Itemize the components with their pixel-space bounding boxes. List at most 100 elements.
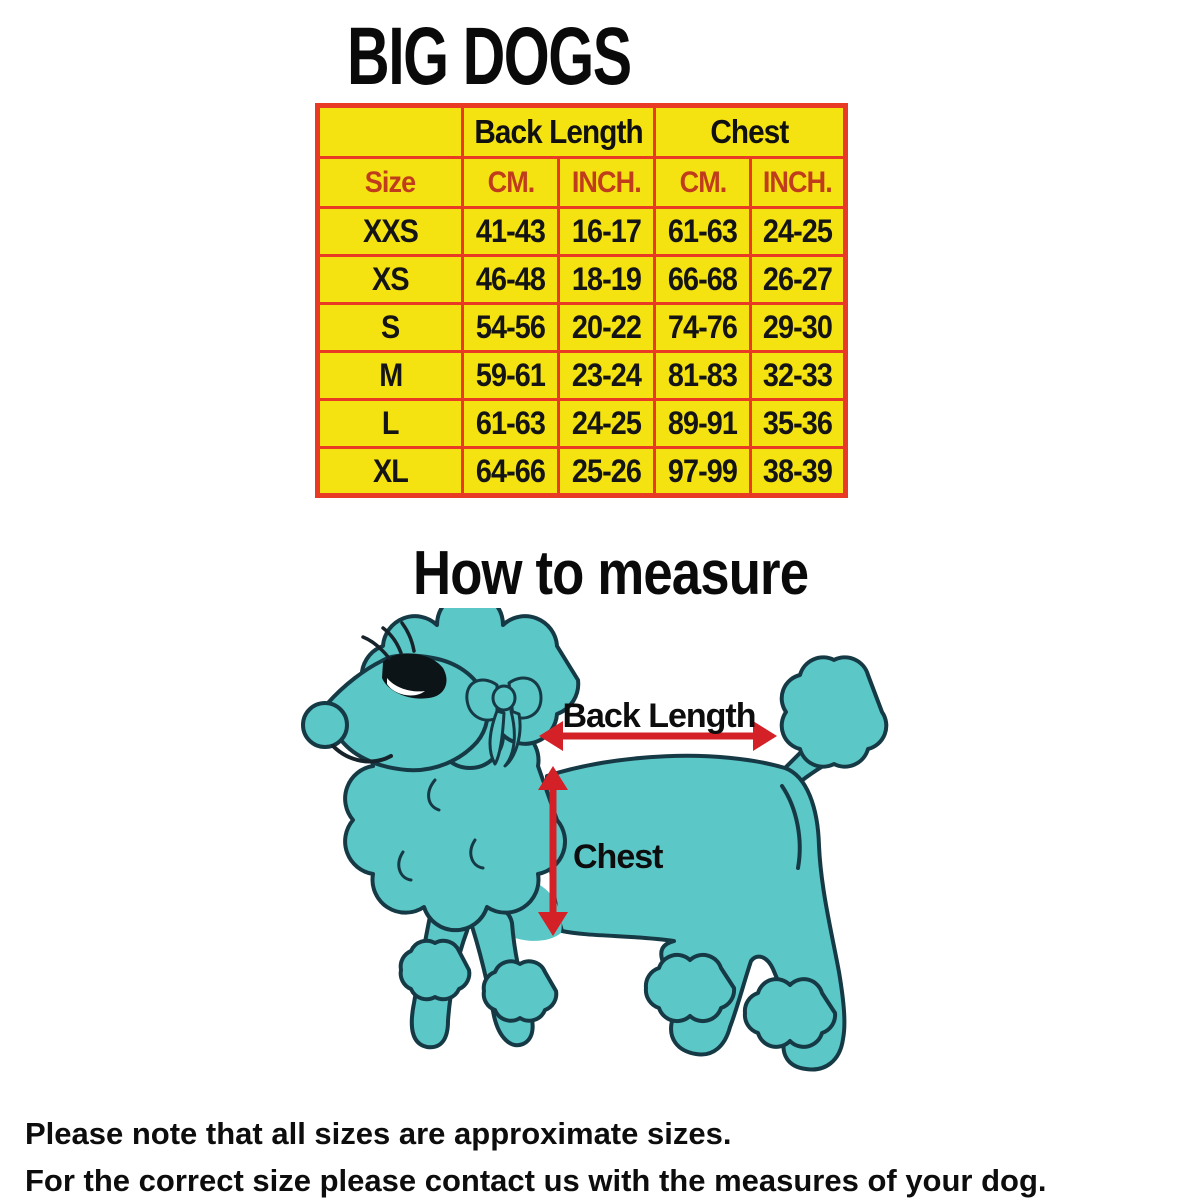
size-value: XS — [372, 261, 410, 297]
footer-line-1: Please note that all sizes are approxima… — [25, 1116, 732, 1151]
chest-cm-header-label: CM. — [679, 165, 727, 199]
dog-face-details — [331, 621, 447, 764]
chest-inch-value: 38-39 — [762, 452, 833, 489]
back-cm-header-label: CM. — [487, 165, 535, 199]
measure-arrows — [538, 721, 777, 936]
footer-note: Please note that all sizes are approxima… — [25, 1110, 1195, 1204]
chest-group-header: Chest — [653, 104, 848, 159]
size-column-header: Size — [316, 156, 464, 209]
chest-cm-cell: 81-83 — [653, 350, 753, 401]
chest-inch-column-header: INCH. — [749, 156, 848, 209]
chest-arrow — [549, 788, 557, 914]
chest-inch-value: 32-33 — [762, 357, 833, 393]
chest-inch-cell: 32-33 — [749, 350, 848, 401]
table-column-header-row: Size CM. INCH. CM. INCH. — [316, 156, 848, 209]
chest-inch-cell: 35-36 — [749, 398, 848, 449]
page-title: BIG DOGS — [347, 11, 632, 102]
dog-nose — [301, 701, 349, 749]
dog-left-front-cuff — [398, 938, 472, 1002]
header-spacer-cell — [316, 104, 464, 159]
dog-ruff-curl — [469, 838, 485, 870]
chest-cm-cell: 89-91 — [653, 398, 753, 449]
chest-cm-column-header: CM. — [653, 156, 753, 209]
chest-inch-cell: 38-39 — [749, 446, 848, 497]
dog-eyelashes — [361, 621, 416, 660]
back-length-group-header: Back Length — [460, 104, 657, 159]
back-cm-cell: 61-63 — [461, 398, 560, 449]
back-inch-value: 25-26 — [571, 452, 642, 489]
dog-body — [544, 753, 847, 1072]
chest-inch-value: 24-25 — [762, 213, 833, 249]
dog-ruff-curl — [397, 850, 413, 882]
chest-group-label: Chest — [710, 113, 790, 150]
chest-cm-cell: 74-76 — [653, 302, 753, 353]
size-value: S — [381, 309, 400, 345]
size-cell: XXS — [316, 206, 464, 257]
size-cell: S — [316, 302, 464, 353]
chest-cm-cell: 66-68 — [653, 254, 753, 305]
size-table: Back Length Chest Size CM. INCH. CM. INC… — [315, 103, 849, 498]
chest-inch-value: 29-30 — [762, 309, 833, 345]
back-length-arrowhead-right — [753, 721, 777, 751]
dog-bow-tail — [488, 709, 506, 766]
table-row: L 61-63 24-25 89-91 35-36 — [316, 398, 848, 449]
chest-inch-cell: 29-30 — [749, 302, 848, 353]
back-inch-value: 24-25 — [571, 405, 642, 441]
back-cm-value: 46-48 — [475, 261, 546, 297]
size-value: M — [378, 357, 403, 393]
size-cell: M — [316, 350, 464, 401]
size-header-label: Size — [365, 165, 416, 199]
back-cm-value: 41-43 — [475, 213, 546, 249]
back-inch-cell: 20-22 — [556, 302, 657, 353]
chest-inch-cell: 24-25 — [749, 206, 848, 257]
chest-inch-value: 35-36 — [762, 405, 833, 441]
chest-cm-value: 89-91 — [667, 405, 738, 441]
back-inch-cell: 25-26 — [556, 446, 657, 497]
size-value: XL — [372, 452, 409, 489]
chest-cm-cell: 61-63 — [653, 206, 753, 257]
back-inch-value: 23-24 — [571, 357, 642, 393]
chest-arrow-label: Chest — [573, 838, 663, 876]
dog-bow-knot — [491, 684, 517, 712]
chest-cm-cell: 97-99 — [653, 446, 753, 497]
back-cm-cell: 54-56 — [461, 302, 560, 353]
dog-bow-left-loop — [465, 678, 499, 722]
poodle-drawing — [301, 608, 889, 1072]
back-cm-cell: 64-66 — [461, 446, 560, 497]
back-inch-header-label: INCH. — [572, 165, 642, 199]
dog-hip-line — [780, 784, 802, 870]
back-cm-value: 64-66 — [475, 452, 546, 489]
table-row: M 59-61 23-24 81-83 32-33 — [316, 350, 848, 401]
dog-ruff-curl — [427, 778, 441, 812]
back-inch-cell: 23-24 — [556, 350, 657, 401]
back-length-arrow — [557, 732, 759, 740]
back-inch-column-header: INCH. — [556, 156, 657, 209]
dog-right-hind-cuff — [742, 977, 838, 1049]
how-to-measure-heading: How to measure — [413, 539, 809, 608]
table-row: S 54-56 20-22 74-76 29-30 — [316, 302, 848, 353]
table-row: XXS 41-43 16-17 61-63 24-25 — [316, 206, 848, 257]
chest-cm-value: 66-68 — [667, 261, 738, 297]
dog-tail-pompom — [779, 655, 889, 769]
back-length-group-label: Back Length — [474, 113, 643, 150]
chest-cm-value: 81-83 — [667, 357, 738, 393]
size-value: XXS — [363, 213, 419, 249]
back-inch-value: 16-17 — [571, 213, 642, 249]
size-cell: XL — [316, 446, 464, 497]
back-length-arrow-label: Back Length — [562, 697, 755, 735]
footer-line-2: For the correct size please contact us w… — [25, 1163, 1047, 1198]
table-row: XS 46-48 18-19 66-68 26-27 — [316, 254, 848, 305]
table-row: XL 64-66 25-26 97-99 38-39 — [316, 446, 848, 497]
size-cell: L — [316, 398, 464, 449]
back-length-arrowhead-left — [539, 721, 563, 751]
back-cm-cell: 41-43 — [461, 206, 560, 257]
dog-mouth — [331, 744, 393, 764]
back-inch-value: 18-19 — [571, 261, 642, 297]
back-cm-value: 61-63 — [475, 405, 546, 441]
chest-cm-value: 61-63 — [667, 213, 738, 249]
size-cell: XS — [316, 254, 464, 305]
chest-cm-value: 97-99 — [667, 452, 738, 489]
dog-left-hind-cuff — [643, 952, 737, 1024]
chest-arrowhead-top — [538, 766, 568, 790]
